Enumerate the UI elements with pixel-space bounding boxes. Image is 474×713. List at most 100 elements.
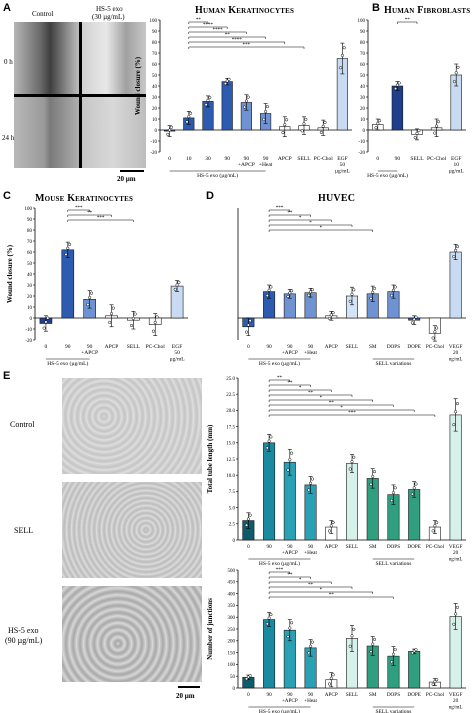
y-tick-label: 300 [228,616,236,621]
data-point [454,410,458,414]
data-point [246,517,250,521]
significance-label: * [320,588,323,593]
data-point [435,124,439,128]
data-point [414,482,418,486]
data-point [64,252,68,256]
significance-label: * [299,386,302,391]
significance-bracket [397,21,418,24]
x-tick-label: 90 [266,544,272,550]
x-tick-label: ng/mL [449,704,463,710]
data-point [243,105,247,109]
data-point [395,83,399,87]
data-point [288,626,292,630]
data-point [435,326,439,330]
data-point [109,312,114,316]
data-point [352,455,356,459]
bar [263,619,276,689]
data-point [454,248,458,253]
micrograph-e-sell [62,482,202,578]
data-point [264,109,268,114]
scale-label-a: 20 µm [117,175,136,183]
y-tick-label: 0 [233,687,236,692]
significance-label: *** [75,206,83,211]
x-tick-label: 50 [340,162,346,168]
group-label-2: SELL variations [375,361,411,367]
data-point [208,96,212,100]
significance-label: **** [232,38,243,43]
x-tick-label: 90 [244,156,250,162]
y-tick-label: 22.5 [226,393,235,398]
data-point [452,423,456,427]
data-point [187,115,191,119]
x-tick-label: SM [369,692,377,698]
y-tick-label: 25.0 [226,377,235,382]
panel-letter-e: E [3,370,11,382]
data-point [391,652,396,656]
data-point [412,317,416,321]
x-tick-label: 0 [247,544,250,550]
y-tick-label: 350 [228,604,236,609]
data-point [304,117,308,121]
scale-bar-e [178,686,200,688]
y-tick-label: 30 [27,284,33,289]
data-point [307,488,311,492]
chart-title-d: HUVEC [318,193,356,204]
y-tick-label: 100 [25,207,33,212]
micrograph-e-control [62,378,202,474]
data-point [267,288,271,292]
y-tick-label: 40 [360,85,366,90]
data-point [310,640,314,644]
significance-label: * [320,396,323,401]
x-tick-label: +APCP [282,698,298,704]
y-tick-label: 30 [152,96,158,101]
scale-bar-a [120,170,144,172]
data-point [168,128,172,132]
x-tick-label: 90 [263,156,269,162]
data-point [89,291,93,295]
data-point [133,312,137,316]
data-point [376,121,380,125]
y-tick-label: 40 [152,85,158,90]
data-point [339,66,343,70]
group-label: HS-5 exo (µg/mL) [259,560,300,567]
y-tick-label: 17.5 [226,425,235,430]
data-point [327,529,332,533]
x-tick-label: +Heat [304,698,317,704]
data-point [265,622,269,626]
data-point [327,316,332,320]
significance-label: * [320,226,323,231]
data-point [173,287,177,291]
significance-bracket [188,36,266,39]
y-tick-label: 60 [152,63,158,68]
x-tick-label: µg/mL [449,168,465,174]
x-tick-label: 0 [376,156,379,162]
x-tick-label: 20 [453,550,459,556]
data-point [352,288,356,292]
data-point [417,129,421,133]
data-point [348,299,352,303]
y-tick-label: 10 [152,118,158,123]
data-point [290,289,294,293]
data-point [369,650,373,654]
significance-label: ** [87,211,93,216]
x-tick-label: 90 [308,544,314,550]
data-point [329,313,333,317]
x-tick-label: 90 [287,344,293,350]
x-tick-label: 90 [395,156,401,162]
data-point [246,95,250,99]
data-point [308,290,313,294]
data-point [454,612,458,616]
group-label-2: SELL variations [375,709,411,713]
y-tick-label: 40 [27,273,33,278]
panel-letter-b: B [372,2,380,14]
significance-bracket [188,31,247,34]
y-tick-label: 10 [27,306,33,311]
x-tick-label: 0 [247,344,250,350]
x-tick-label: 50 [174,350,180,356]
x-tick-label: SELL [127,344,141,350]
data-point [431,682,435,686]
x-tick-label: 90 [266,692,272,698]
significance-label: * [299,216,302,221]
y-tick-label: -10 [25,328,32,333]
group-label-2: SELL variations [375,561,411,567]
